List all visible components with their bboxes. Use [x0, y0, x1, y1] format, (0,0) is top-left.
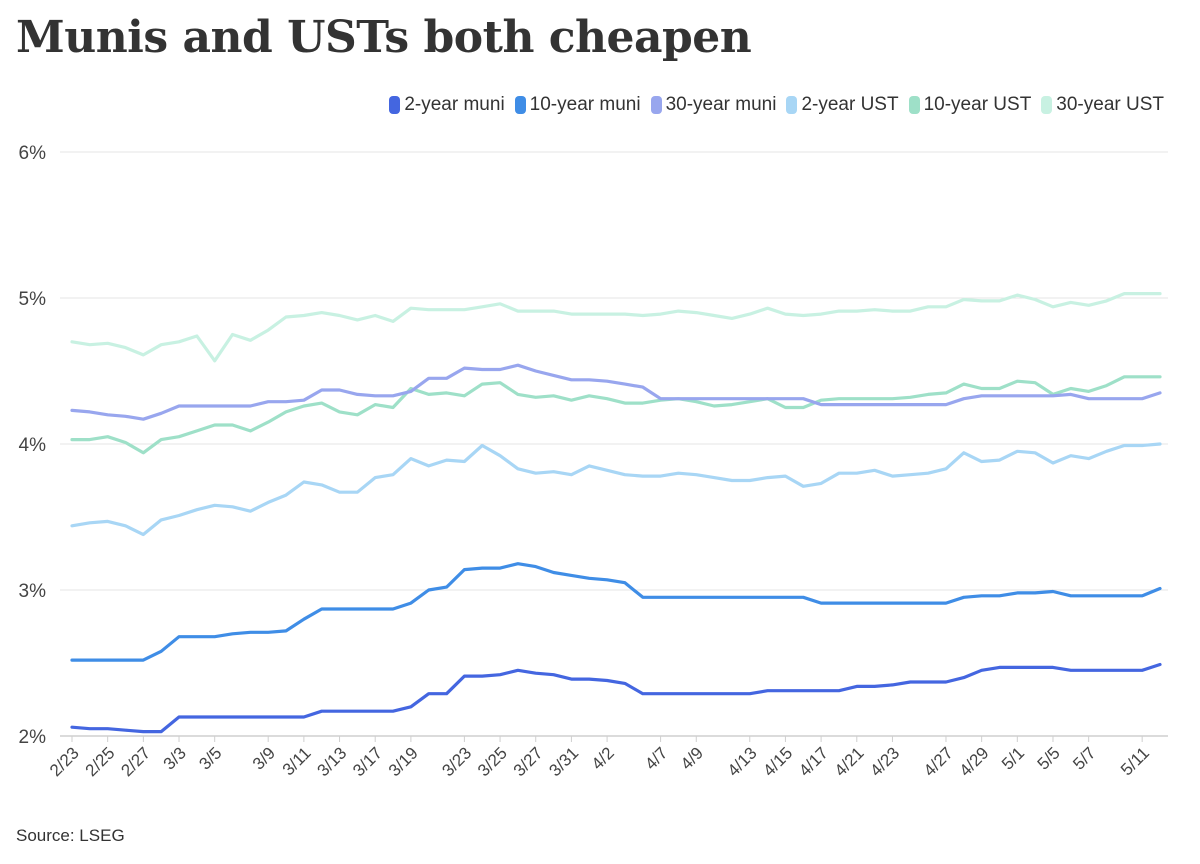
series-line-2-year-muni: [70, 662, 1162, 734]
y-tick-label: 2%: [19, 727, 47, 748]
x-tick-label: 4/17: [795, 743, 832, 780]
chart-legend: 2-year muni 10-year muni 30-year muni 2-yea…: [389, 94, 1164, 116]
legend-label: 10-year muni: [529, 94, 641, 115]
legend-swatch: [650, 96, 662, 114]
x-tick-label: 4/27: [920, 743, 957, 780]
series-lines: [70, 292, 1162, 734]
legend-swatch: [1041, 96, 1053, 114]
x-tick-label: 3/19: [385, 743, 422, 780]
x-tick-label: 3/3: [160, 743, 190, 773]
y-tick-label: 3%: [19, 581, 47, 602]
series-line-2-year-ust: [70, 442, 1162, 537]
x-tick-label: 4/7: [641, 743, 671, 773]
x-tick-label: 2/23: [46, 743, 83, 780]
x-tick-label: 3/9: [249, 743, 279, 773]
legend-item: 2-year muni: [389, 94, 505, 116]
legend-label: 2-year muni: [404, 94, 505, 115]
x-tick-label: 2/25: [82, 743, 119, 780]
source-note: Source: LSEG: [16, 826, 125, 845]
x-tick-label: 4/21: [831, 743, 868, 780]
series-line-10-year-ust: [70, 375, 1162, 455]
x-tick-label: 4/29: [956, 743, 993, 780]
x-axis-ticks: 2/232/252/27 3/3 3/5 3/9 3/113/133/173/19 3/2…: [46, 736, 1153, 780]
y-axis-ticks: 2% 3% 4% 5% 6%: [19, 143, 47, 748]
x-tick-label: 4/9: [677, 743, 707, 773]
legend-label: 10-year UST: [923, 94, 1032, 115]
x-tick-label: 4/15: [759, 743, 796, 780]
x-tick-label: 3/11: [279, 743, 315, 779]
legend-swatch: [908, 96, 920, 114]
legend-item: 10-year UST: [908, 94, 1032, 116]
x-tick-label: 4/2: [588, 743, 618, 773]
y-tick-label: 5%: [19, 289, 47, 310]
x-tick-label: 3/13: [314, 743, 351, 780]
grid-lines: [60, 151, 1168, 737]
x-tick-label: 2/27: [117, 743, 154, 780]
x-tick-label: 3/25: [474, 743, 511, 780]
y-tick-label: 4%: [19, 435, 47, 456]
series-line-10-year-muni: [70, 562, 1162, 662]
chart-title: Munis and USTs both cheapen: [16, 12, 752, 63]
y-tick-label: 6%: [19, 143, 47, 164]
legend-item: 30-year UST: [1041, 94, 1164, 116]
legend-swatch: [786, 96, 798, 114]
series-line-30-year-ust: [70, 292, 1162, 363]
legend-swatch: [514, 96, 526, 114]
x-tick-label: 3/23: [438, 743, 475, 780]
x-tick-label: 3/17: [349, 743, 386, 780]
legend-item: 30-year muni: [650, 94, 777, 116]
x-tick-label: 3/5: [195, 743, 225, 773]
x-tick-label: 5/11: [1117, 743, 1153, 779]
x-tick-label: 4/23: [866, 743, 903, 780]
legend-swatch: [389, 96, 401, 114]
legend-item: 10-year muni: [514, 94, 641, 116]
legend-item: 2-year UST: [786, 94, 899, 116]
x-tick-label: 5/7: [1069, 743, 1099, 773]
series-line-30-year-muni: [70, 363, 1162, 421]
x-tick-label: 5/5: [1034, 743, 1064, 773]
legend-label: 2-year UST: [801, 94, 899, 115]
x-tick-label: 4/13: [724, 743, 761, 780]
x-tick-label: 3/31: [545, 743, 582, 780]
x-tick-label: 5/1: [998, 743, 1028, 773]
legend-label: 30-year UST: [1056, 94, 1164, 115]
legend-label: 30-year muni: [665, 94, 777, 115]
x-tick-label: 3/27: [510, 743, 547, 780]
